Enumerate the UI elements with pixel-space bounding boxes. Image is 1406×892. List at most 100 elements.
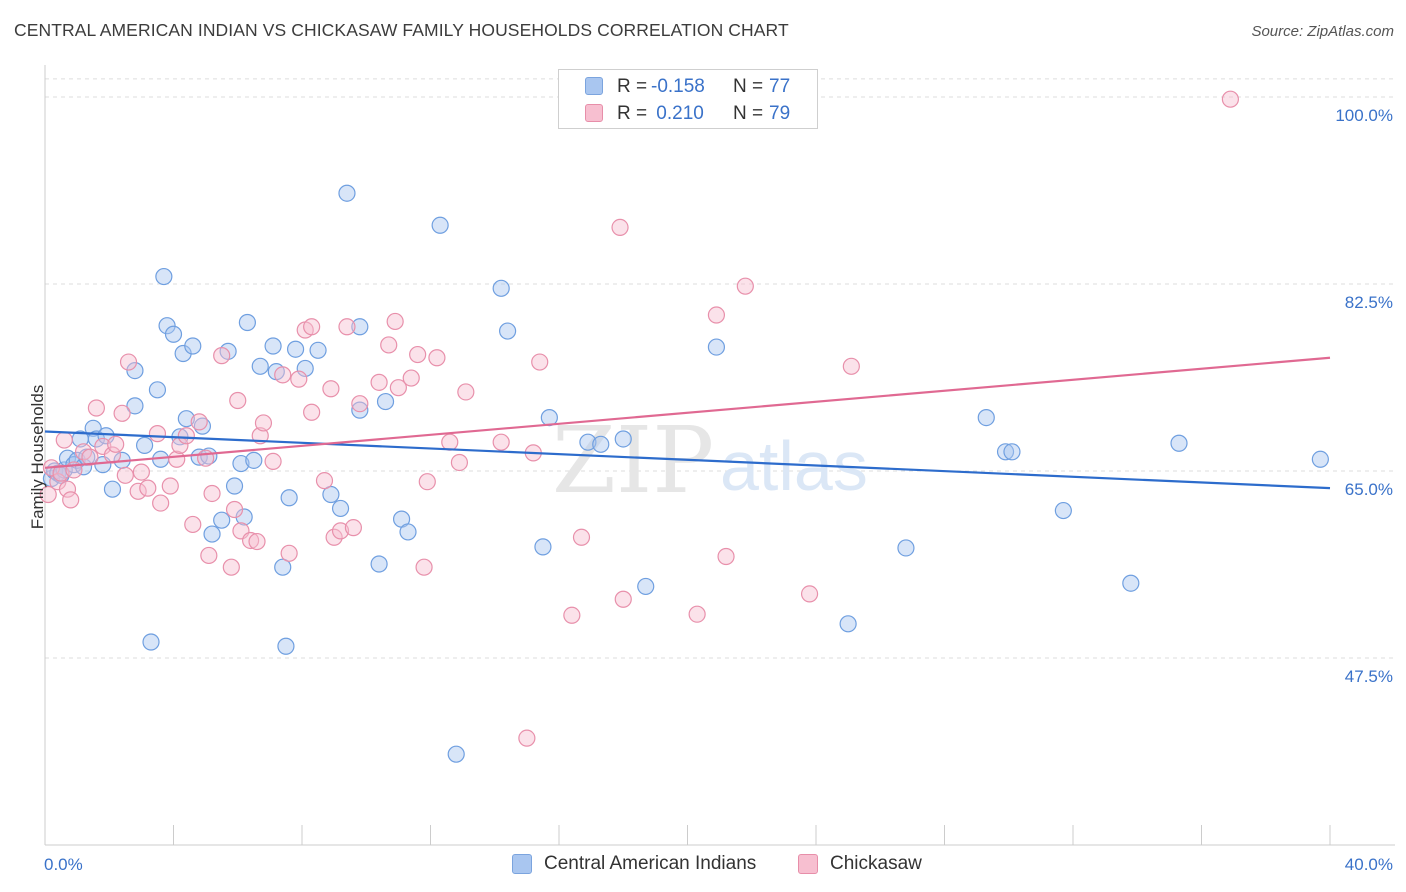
point-central-american-indians [376, 392, 395, 411]
y-tick-label: 65.0% [1345, 480, 1393, 499]
point-central-american-indians [142, 633, 160, 651]
point-central-american-indians [1170, 434, 1188, 452]
point-central-american-indians [296, 359, 314, 378]
legend: Central American Indians Chickasaw [0, 852, 1406, 878]
point-central-american-indians [148, 381, 167, 399]
point-chickasaw [736, 277, 754, 295]
point-central-american-indians [245, 451, 263, 469]
point-central-american-indians [1003, 443, 1021, 461]
point-chickasaw [402, 369, 420, 387]
point-central-american-indians [592, 435, 610, 453]
point-central-american-indians [280, 489, 298, 507]
n-label: N = [733, 76, 764, 97]
point-chickasaw [418, 473, 436, 491]
legend-label: Central American Indians [544, 853, 757, 874]
point-central-american-indians [338, 184, 356, 202]
point-chickasaw [280, 544, 298, 562]
point-chickasaw [338, 318, 356, 336]
point-chickasaw [200, 546, 218, 565]
point-chickasaw [119, 353, 138, 371]
point-chickasaw [325, 528, 343, 546]
point-central-american-indians [232, 454, 250, 473]
point-chickasaw [531, 353, 549, 371]
point-central-american-indians [164, 325, 183, 343]
point-central-american-indians [74, 458, 93, 476]
point-chickasaw [148, 425, 167, 443]
point-central-american-indians [225, 477, 244, 495]
point-central-american-indians [184, 337, 202, 355]
point-chickasaw [717, 547, 735, 566]
point-central-american-indians [264, 337, 282, 355]
r-label: R = [617, 76, 648, 97]
point-chickasaw [62, 491, 80, 509]
point-chickasaw [168, 450, 186, 468]
point-chickasaw [39, 485, 57, 504]
point-central-american-indians [707, 338, 726, 356]
point-central-american-indians [370, 555, 388, 573]
point-chickasaw [139, 479, 157, 497]
chart-title: CENTRAL AMERICAN INDIAN VS CHICKASAW FAM… [14, 20, 789, 40]
point-central-american-indians [177, 410, 195, 428]
point-chickasaw [1221, 90, 1240, 108]
data-points [39, 90, 1329, 763]
point-chickasaw [242, 531, 260, 550]
point-central-american-indians [351, 401, 369, 419]
point-central-american-indians [431, 216, 449, 234]
n-value: 79 [769, 103, 791, 124]
n-value: 77 [769, 76, 791, 97]
r-label: R = [617, 103, 648, 124]
point-chickasaw [450, 453, 469, 472]
point-chickasaw [303, 403, 321, 421]
point-central-american-indians [322, 485, 340, 504]
stats-box: R = -0.158 N = 77 R = 0.210 N = 79 [558, 69, 818, 129]
point-chickasaw [248, 532, 266, 551]
legend-label: Chickasaw [830, 853, 922, 874]
point-central-american-indians [155, 267, 173, 286]
point-chickasaw [177, 427, 195, 445]
point-chickasaw [351, 395, 369, 413]
point-central-american-indians [637, 577, 655, 596]
point-chickasaw [184, 515, 202, 534]
point-chickasaw [161, 477, 179, 495]
point-chickasaw [113, 404, 131, 422]
point-central-american-indians [534, 538, 552, 556]
point-chickasaw [116, 466, 134, 484]
axes [44, 65, 1395, 846]
stats-row-chickasaw: R = 0.210 N = 79 [559, 100, 817, 128]
point-chickasaw [107, 435, 125, 453]
y-tick-label: 47.5% [1345, 667, 1393, 686]
point-chickasaw [290, 370, 308, 388]
point-chickasaw [457, 383, 475, 401]
point-chickasaw [428, 349, 446, 367]
point-chickasaw [415, 558, 433, 576]
point-central-american-indians [399, 523, 417, 541]
point-chickasaw [229, 391, 247, 410]
point-chickasaw [370, 373, 388, 391]
point-central-american-indians [309, 341, 327, 359]
point-central-american-indians [897, 539, 915, 557]
y-axis-label: Family Households [28, 384, 47, 530]
point-central-american-indians [203, 525, 221, 543]
point-chickasaw [344, 519, 362, 537]
legend-swatch-blue [512, 854, 532, 874]
point-central-american-indians [213, 511, 231, 529]
chart-source: Source: ZipAtlas.com [1251, 23, 1394, 40]
point-central-american-indians [1311, 450, 1329, 468]
x-tick-label: 0.0% [44, 855, 83, 874]
point-chickasaw [222, 558, 240, 576]
y-tick-label: 82.5% [1345, 293, 1393, 312]
point-central-american-indians [277, 637, 295, 655]
point-chickasaw [518, 729, 536, 747]
point-chickasaw [264, 452, 282, 471]
point-chickasaw [254, 414, 273, 432]
point-chickasaw [441, 433, 459, 451]
point-chickasaw [386, 312, 404, 331]
point-chickasaw [331, 522, 350, 540]
point-chickasaw [213, 347, 231, 365]
point-central-american-indians [839, 615, 857, 633]
point-chickasaw [55, 431, 73, 449]
point-chickasaw [274, 366, 292, 384]
point-chickasaw [322, 380, 340, 398]
trend-lines [44, 356, 1331, 490]
point-central-american-indians [84, 419, 102, 437]
